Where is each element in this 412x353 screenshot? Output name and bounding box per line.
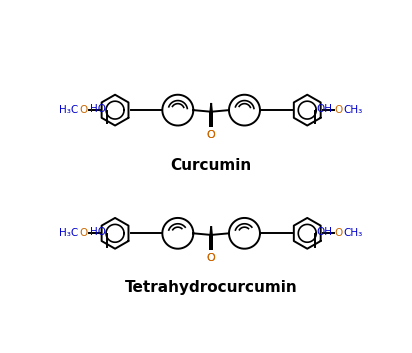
Text: O: O (335, 105, 343, 115)
Text: O: O (207, 130, 215, 140)
Text: HO: HO (90, 227, 106, 237)
Text: H₃C: H₃C (59, 228, 78, 238)
Text: Tetrahydrocurcumin: Tetrahydrocurcumin (125, 280, 297, 295)
Text: OH: OH (316, 227, 332, 237)
Text: O: O (80, 105, 88, 115)
Text: O: O (80, 228, 88, 238)
Text: H₃C: H₃C (59, 105, 78, 115)
Text: CH₃: CH₃ (344, 228, 363, 238)
Text: O: O (207, 253, 215, 263)
Text: Curcumin: Curcumin (171, 158, 252, 173)
Text: HO: HO (90, 104, 106, 114)
Text: O: O (207, 130, 215, 140)
Text: OH: OH (316, 104, 332, 114)
Text: CH₃: CH₃ (344, 105, 363, 115)
Text: O: O (335, 228, 343, 238)
Text: O: O (207, 253, 215, 263)
